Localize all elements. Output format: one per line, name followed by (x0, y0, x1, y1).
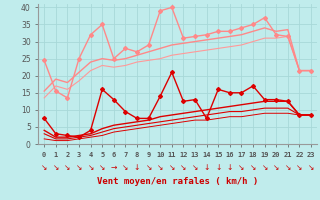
X-axis label: Vent moyen/en rafales ( km/h ): Vent moyen/en rafales ( km/h ) (97, 177, 258, 186)
Text: ↘: ↘ (76, 163, 82, 172)
Text: ↘: ↘ (64, 163, 71, 172)
Text: ↘: ↘ (192, 163, 198, 172)
Text: ↘: ↘ (122, 163, 129, 172)
Text: ↘: ↘ (180, 163, 187, 172)
Text: ↘: ↘ (87, 163, 94, 172)
Text: →: → (111, 163, 117, 172)
Text: ↓: ↓ (204, 163, 210, 172)
Text: ↘: ↘ (145, 163, 152, 172)
Text: ↘: ↘ (250, 163, 256, 172)
Text: ↘: ↘ (261, 163, 268, 172)
Text: ↘: ↘ (169, 163, 175, 172)
Text: ↘: ↘ (41, 163, 47, 172)
Text: ↓: ↓ (227, 163, 233, 172)
Text: ↘: ↘ (238, 163, 244, 172)
Text: ↘: ↘ (273, 163, 279, 172)
Text: ↘: ↘ (99, 163, 105, 172)
Text: ↘: ↘ (284, 163, 291, 172)
Text: ↘: ↘ (296, 163, 303, 172)
Text: ↘: ↘ (52, 163, 59, 172)
Text: ↘: ↘ (308, 163, 314, 172)
Text: ↘: ↘ (157, 163, 164, 172)
Text: ↓: ↓ (215, 163, 221, 172)
Text: ↓: ↓ (134, 163, 140, 172)
